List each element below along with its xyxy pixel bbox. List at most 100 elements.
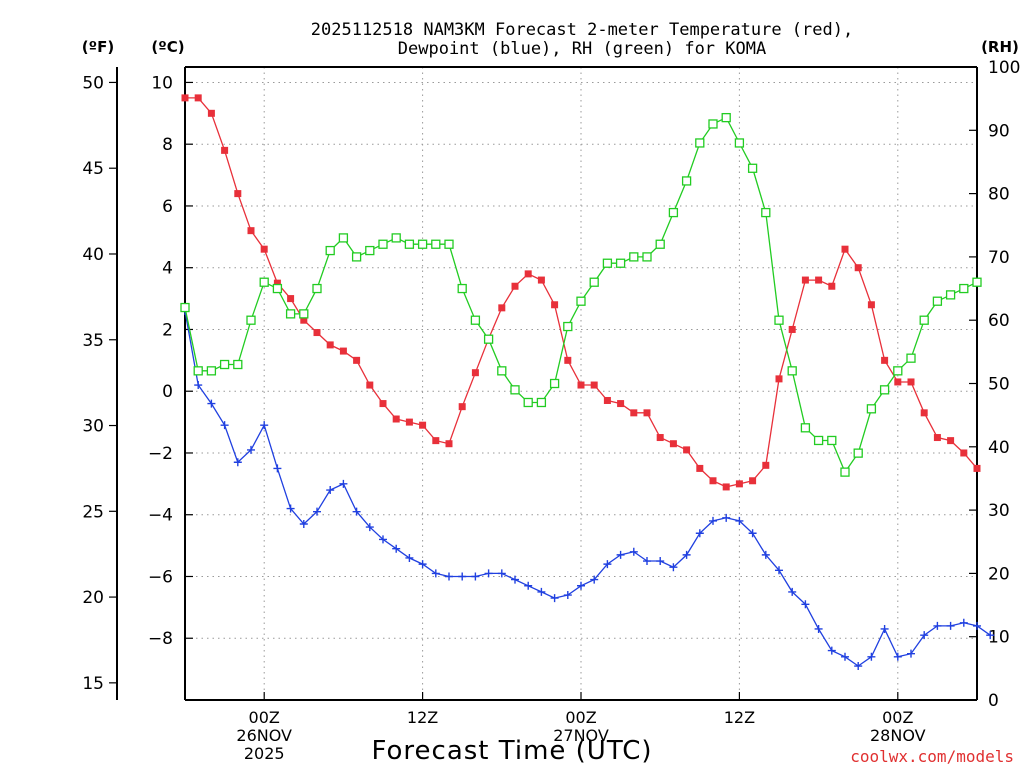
dewpoint-point (722, 513, 731, 522)
temperature-point (960, 449, 968, 457)
temperature-point (234, 190, 242, 198)
rh-point (642, 252, 652, 262)
temperature-point (722, 483, 730, 491)
temperature-point (564, 356, 572, 364)
dewpoint-point (973, 621, 981, 630)
dewpoint-point (920, 631, 929, 640)
rh-point (866, 404, 877, 414)
rh-point (734, 138, 745, 148)
rh-tick-label: 60 (988, 311, 1010, 331)
celsius-unit-label: (ºC) (151, 38, 184, 56)
dewpoint-point (365, 523, 374, 532)
dewpoint-point (761, 550, 770, 559)
dewpoint-point (946, 621, 955, 630)
rh-point (417, 239, 428, 249)
celsius-tick-label: 8 (162, 135, 173, 155)
rh-unit-label: (RH) (981, 38, 1019, 56)
fahrenheit-tick-label: 25 (82, 502, 104, 522)
rh-point (708, 119, 718, 129)
dewpoint-point (537, 587, 546, 596)
rh-tick-label: 0 (988, 691, 999, 711)
temperature-point (287, 295, 295, 303)
rh-tick-label: 70 (988, 248, 1010, 268)
temperature-point (630, 409, 638, 417)
dewpoint-point (814, 624, 823, 633)
dewpoint-point (194, 381, 203, 390)
rh-point (285, 309, 296, 319)
chart-title-line-1: 2025112518 NAM3KM Forecast 2-meter Tempe… (311, 20, 853, 40)
dewpoint-point (682, 550, 691, 559)
dewpoint-point (260, 421, 269, 430)
temperature-point (973, 464, 981, 472)
rh-point (299, 309, 309, 319)
celsius-tick-label: 6 (162, 197, 173, 217)
rh-point (840, 467, 850, 477)
rh-point (365, 245, 375, 256)
rh-point (312, 283, 322, 294)
celsius-tick-label: −4 (148, 506, 173, 526)
celsius-tick-label: −8 (148, 629, 173, 649)
dewpoint-point (986, 631, 995, 640)
dewpoint-point (273, 464, 282, 473)
temperature-point (828, 282, 836, 290)
rh-point (615, 258, 626, 268)
dewpoint-point (220, 421, 229, 430)
series-line-2 (184, 116, 978, 474)
fahrenheit-unit-label: (ºF) (82, 38, 114, 56)
dewpoint-point (445, 572, 453, 581)
rh-point (932, 296, 943, 306)
celsius-tick-label: −2 (148, 444, 173, 464)
time-label: 28NOV (870, 726, 926, 745)
temperature-point (379, 400, 387, 408)
dewpoint-point (233, 458, 242, 467)
rh-point (800, 423, 811, 433)
temperature-point (696, 464, 704, 472)
rh-point (233, 359, 243, 370)
temperature-point (815, 276, 823, 284)
dewpoint-point (788, 587, 797, 596)
rh-point (497, 366, 507, 376)
rh-tick-label: 50 (988, 375, 1010, 395)
dewpoint-point (247, 445, 255, 454)
temperature-point (775, 375, 783, 383)
dewpoint-point (471, 572, 480, 581)
dewpoint-point (695, 529, 704, 538)
temperature-point (247, 227, 255, 235)
temperature-point (881, 356, 889, 364)
rh-tick-label: 100 (988, 58, 1020, 78)
temperature-point (339, 347, 347, 355)
rh-tick-label: 90 (988, 121, 1010, 141)
dewpoint-point (497, 569, 506, 578)
rh-point (893, 366, 903, 376)
dewpoint-point (827, 646, 836, 655)
rh-point (827, 435, 837, 446)
temperature-point (656, 434, 664, 442)
dewpoint-point (392, 544, 401, 553)
dewpoint-point (207, 399, 216, 408)
rh-point (219, 359, 230, 370)
dewpoint-point (550, 594, 559, 603)
rh-point (259, 277, 269, 287)
temperature-point (273, 279, 281, 287)
temperature-point (445, 440, 453, 448)
axis-ticks (109, 66, 977, 701)
rh-point (272, 283, 283, 294)
rh-point (483, 334, 494, 344)
celsius-tick-label: 10 (151, 73, 173, 93)
time-label: 00Z (882, 708, 913, 727)
dewpoint-point (299, 519, 308, 528)
rh-point (813, 435, 824, 446)
dewpoint-point (577, 581, 585, 590)
watermark-text: coolwx.com/models (850, 747, 1014, 766)
temperature-point (366, 381, 374, 389)
dewpoint-point (326, 486, 335, 495)
fahrenheit-tick-label: 20 (82, 588, 104, 608)
temperature-point (709, 477, 717, 485)
dewpoint-point (563, 591, 572, 600)
temperature-point (260, 245, 268, 253)
dewpoint-point (933, 621, 942, 630)
dewpoint-point (748, 529, 757, 538)
dewpoint-point (907, 649, 915, 658)
dewpoint-point (286, 504, 295, 513)
temperature-point (458, 403, 466, 411)
